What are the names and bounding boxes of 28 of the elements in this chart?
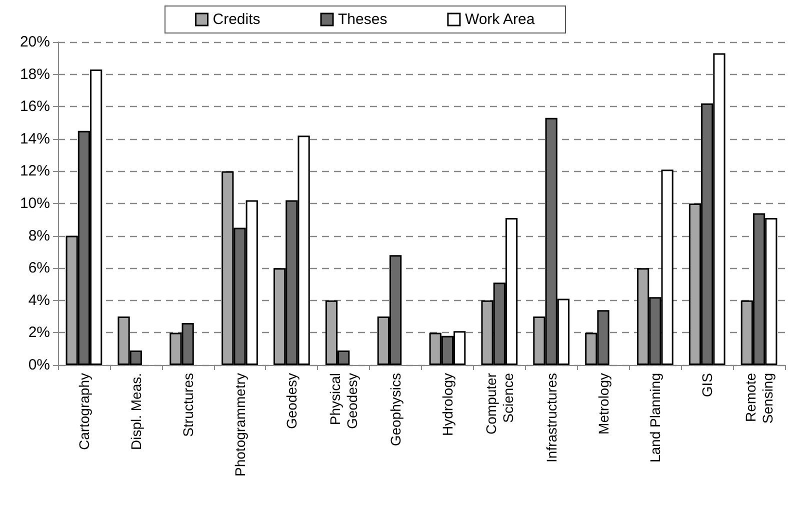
y-tick-label: 8%: [28, 227, 50, 244]
x-tick-label: Remote Sensing: [742, 372, 776, 424]
x-tick-label: Physical Geodesy: [327, 373, 360, 430]
x-tick-label: Photogrammetry: [232, 373, 248, 476]
y-tick-label: 0%: [28, 356, 50, 374]
x-tick-label: Hydrology: [439, 373, 456, 436]
x-tick-label: Cartography: [76, 373, 92, 450]
y-tick-label: 12%: [20, 162, 50, 180]
legend-label: Theses: [338, 11, 388, 28]
y-tick-label: 6%: [28, 260, 50, 277]
x-tick-label: Geodesy: [284, 373, 300, 430]
y-tick-label: 4%: [28, 292, 50, 309]
x-tick-label: Structures: [180, 373, 196, 437]
legend-label: Work Area: [464, 11, 536, 28]
y-tick-label: 14%: [20, 130, 50, 148]
x-tick-label: GIS: [699, 373, 716, 398]
legend-label: Credits: [212, 11, 260, 28]
y-tick-label: 10%: [20, 195, 50, 212]
y-tick-label: 20%: [20, 34, 50, 50]
x-tick-label: Geophysics: [388, 373, 404, 446]
x-tick-label: Infrastructures: [543, 373, 560, 462]
x-tick-label: Computer Science: [482, 372, 516, 434]
x-tick-label: Land Planning: [647, 373, 664, 463]
y-tick-label: 2%: [28, 324, 50, 342]
x-tick-label: Displ. Meas.: [128, 373, 144, 450]
y-tick-label: 18%: [20, 66, 50, 83]
y-tick-label: 16%: [20, 98, 50, 116]
x-tick-label: Metrology: [595, 373, 612, 434]
